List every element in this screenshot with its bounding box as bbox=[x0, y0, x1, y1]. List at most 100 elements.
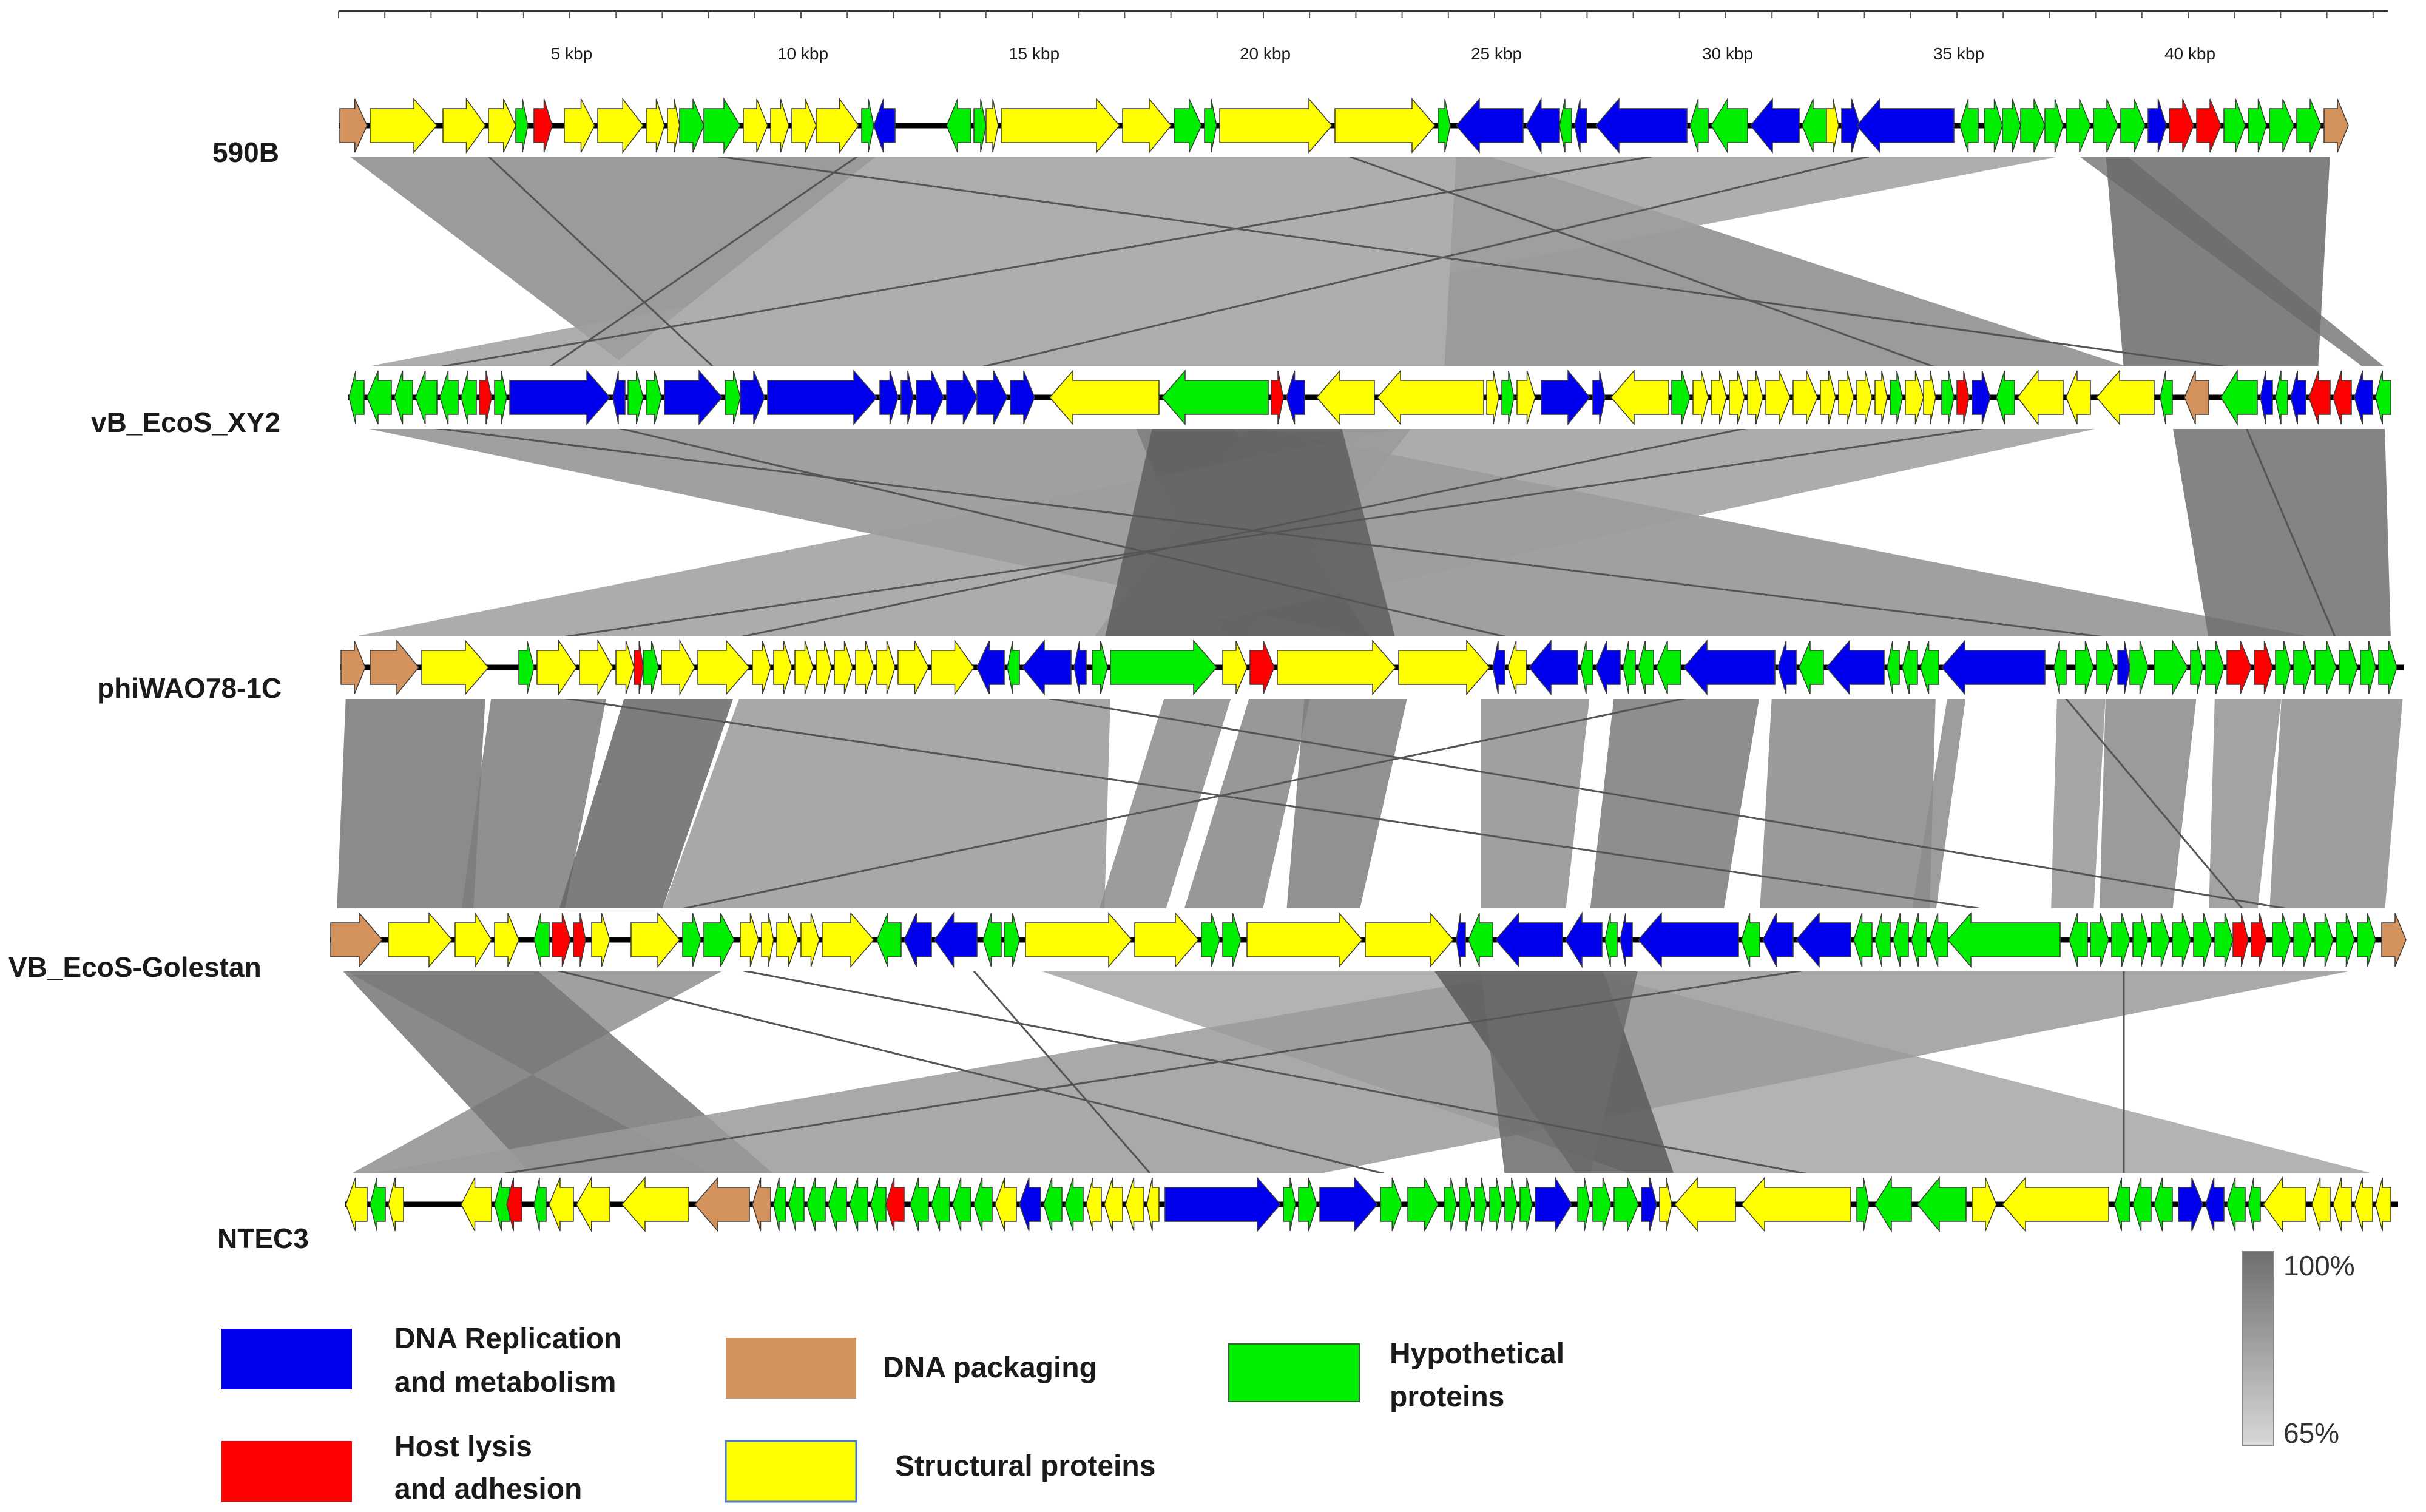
gene-arrow bbox=[800, 913, 820, 967]
gene-arrow bbox=[667, 98, 680, 153]
legend-label-lysis: Host lysis bbox=[394, 1431, 532, 1463]
gene-arrow bbox=[1110, 639, 1217, 696]
gene-arrow bbox=[388, 911, 453, 968]
gene-arrow bbox=[549, 1177, 574, 1232]
gene-arrow bbox=[2196, 98, 2222, 153]
homology-block bbox=[2209, 695, 2282, 912]
gene-arrow bbox=[1638, 640, 1654, 695]
gene-arrow bbox=[646, 370, 662, 425]
homology-line bbox=[606, 424, 1518, 641]
gene-arrow bbox=[1574, 98, 1587, 153]
homology-line bbox=[728, 424, 1760, 641]
gene-arrow bbox=[597, 97, 644, 154]
gene-arrow bbox=[1535, 1176, 1572, 1233]
gene-arrow bbox=[916, 370, 944, 425]
gene-arrow bbox=[679, 98, 704, 153]
legend-swatch-lysis bbox=[221, 1441, 352, 1502]
gene-arrow bbox=[661, 639, 695, 696]
gene-arrow bbox=[1174, 98, 1202, 153]
gene-arrow bbox=[1620, 913, 1633, 967]
gene-arrow bbox=[973, 98, 987, 153]
gene-arrow bbox=[1941, 370, 1955, 425]
gene-arrow bbox=[1941, 639, 2046, 696]
gene-arrow bbox=[2154, 1177, 2173, 1232]
gene-arrow bbox=[2205, 640, 2225, 695]
homology-line bbox=[667, 694, 1700, 913]
gene-arrow bbox=[1286, 370, 1305, 425]
identity-gradient bbox=[2242, 1251, 2274, 1446]
gene-arrow bbox=[2184, 370, 2209, 425]
gene-arrow bbox=[370, 639, 419, 696]
legend-swatch-structural bbox=[725, 1440, 857, 1503]
gene-arrow bbox=[822, 911, 874, 968]
ruler-tick-label: 40 kbp bbox=[2164, 44, 2215, 63]
gene-arrow bbox=[1516, 370, 1536, 425]
gene-arrow bbox=[1641, 1177, 1657, 1232]
gene-arrow bbox=[518, 640, 535, 695]
gene-arrow bbox=[388, 1177, 404, 1232]
gene-arrow bbox=[931, 639, 975, 696]
homology-block bbox=[1590, 695, 1760, 912]
gene-arrow bbox=[703, 97, 741, 154]
gene-arrow bbox=[552, 913, 571, 967]
legend-swatch-packaging bbox=[726, 1338, 856, 1399]
gene-arrow bbox=[2226, 640, 2252, 695]
legend-label-replication: DNA Replication bbox=[394, 1323, 621, 1355]
gene-arrow bbox=[1747, 370, 1763, 425]
gene-arrow bbox=[2333, 1177, 2352, 1232]
gene-arrow bbox=[415, 370, 438, 425]
gene-arrow bbox=[2069, 913, 2088, 967]
gene-arrow bbox=[1146, 1177, 1160, 1232]
gene-arrow bbox=[973, 1177, 993, 1232]
gene-arrow bbox=[897, 640, 929, 695]
homology-line bbox=[424, 152, 1669, 371]
gene-arrow bbox=[1923, 370, 1936, 425]
gene-arrow bbox=[1377, 369, 1484, 426]
homology-block bbox=[337, 695, 485, 912]
gene-arrow bbox=[2129, 640, 2149, 695]
gene-arrow bbox=[576, 1176, 610, 1233]
gene-arrow bbox=[1623, 640, 1636, 695]
gene-arrow bbox=[2339, 640, 2358, 695]
gene-arrow bbox=[1595, 640, 1621, 695]
genome-labels: 590B vB_EcoS_XY2 phiWAO78-1C VB_EcoS-Gol… bbox=[8, 137, 309, 1254]
gene-arrow bbox=[1565, 911, 1603, 968]
gene-arrow bbox=[1841, 98, 1860, 153]
gene-arrow bbox=[2154, 639, 2188, 696]
ruler-tick-label: 35 kbp bbox=[1933, 44, 1984, 63]
gene-arrow bbox=[1334, 97, 1436, 154]
gene-arrow bbox=[1277, 639, 1396, 696]
gene-arrow bbox=[1201, 913, 1220, 967]
gene-arrow bbox=[1887, 640, 1900, 695]
gene-arrow bbox=[2314, 913, 2334, 967]
gene-arrow bbox=[1380, 1177, 1402, 1232]
gene-arrow bbox=[1929, 913, 1948, 967]
gene-arrow bbox=[879, 370, 899, 425]
legend-label-replication-2: and metabolism bbox=[394, 1366, 616, 1399]
gene-arrow bbox=[1604, 913, 1618, 967]
gene-arrow bbox=[630, 911, 680, 968]
homology-block bbox=[2051, 695, 2106, 912]
gene-arrow bbox=[494, 1177, 510, 1232]
gene-arrow bbox=[2248, 98, 2267, 153]
gene-arrow bbox=[2117, 640, 2130, 695]
gene-arrow bbox=[2132, 913, 2149, 967]
gene-arrow bbox=[1917, 1176, 1967, 1233]
gene-arrow bbox=[1125, 1177, 1144, 1232]
homology-block bbox=[1911, 695, 1966, 912]
gene-arrow bbox=[1025, 911, 1132, 968]
gene-arrow bbox=[1444, 1177, 1457, 1232]
gene-arrow bbox=[2336, 913, 2355, 967]
gene-arrow bbox=[1064, 1177, 1084, 1232]
gene-arrow bbox=[1492, 640, 1505, 695]
gene-arrow bbox=[976, 640, 1005, 695]
gene-arrow bbox=[564, 98, 595, 153]
gene-arrow bbox=[1049, 369, 1160, 426]
gene-arrow bbox=[1729, 370, 1745, 425]
legend-swatch-replication bbox=[221, 1329, 352, 1389]
homology-block bbox=[558, 695, 734, 912]
gene-arrow bbox=[345, 1177, 368, 1232]
gene-arrow bbox=[849, 1177, 868, 1232]
gene-arrow bbox=[1529, 639, 1578, 696]
gene-arrow bbox=[1501, 370, 1515, 425]
